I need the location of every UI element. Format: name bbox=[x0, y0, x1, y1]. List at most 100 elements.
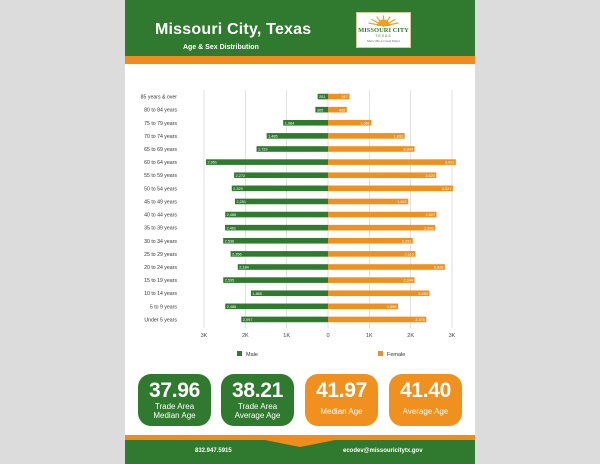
x-tick-label: 0 bbox=[326, 333, 329, 339]
male-bar bbox=[237, 264, 328, 270]
footer-phone[interactable]: 832.947.5915 bbox=[195, 448, 232, 454]
male-data-label: 2,491 bbox=[227, 226, 237, 230]
page-title: Missouri City, Texas bbox=[155, 21, 312, 38]
female-data-label: 2,378 bbox=[415, 318, 425, 322]
stat-label-line2: Median Age bbox=[153, 411, 196, 420]
x-tick-label: 2K bbox=[242, 333, 249, 339]
male-data-label: 2,486 bbox=[227, 213, 237, 217]
legend-female-label: Female bbox=[387, 352, 405, 358]
male-bar bbox=[206, 159, 328, 165]
category-label: 30 to 34 years bbox=[144, 239, 177, 245]
stat-median-age: 41.97 Median Age bbox=[305, 374, 378, 426]
female-bar bbox=[328, 303, 399, 310]
female-data-label: 2,627 bbox=[426, 213, 436, 217]
sunburst-icon bbox=[368, 15, 399, 27]
female-bar bbox=[328, 290, 430, 297]
male-data-label: 2,535 bbox=[225, 279, 235, 283]
female-data-label: 2,453 bbox=[418, 292, 428, 296]
female-bar bbox=[328, 277, 415, 283]
male-bar bbox=[225, 224, 328, 231]
male-bar bbox=[234, 172, 328, 179]
report-page: Missouri City, Texas Age & Sex Distribut… bbox=[125, 0, 475, 464]
stat-value: 38.21 bbox=[231, 379, 284, 402]
stat-value: 37.96 bbox=[148, 379, 201, 402]
category-label: 40 to 44 years bbox=[144, 213, 177, 219]
stat-trade-area-median-age: 37.96 Trade Area Median Age bbox=[138, 374, 211, 426]
female-data-label: 517 bbox=[342, 95, 348, 99]
female-bar bbox=[328, 185, 453, 192]
male-bar bbox=[225, 211, 328, 218]
male-data-label: 2,184 bbox=[239, 266, 249, 270]
category-label: 25 to 29 years bbox=[144, 252, 177, 258]
male-data-label: 305 bbox=[317, 108, 323, 112]
female-bar bbox=[328, 316, 427, 323]
population-pyramid-chart: 3K 2K 1K 0 1K 2K 3K 85 years & over 251 517 80 to … bbox=[141, 90, 456, 358]
female-data-label: 1,051 bbox=[360, 121, 370, 125]
female-bar bbox=[328, 264, 445, 270]
legend-male-label: Male bbox=[246, 352, 258, 358]
female-data-label: 2,115 bbox=[405, 252, 414, 256]
page-subtitle: Age & Sex Distribution bbox=[183, 44, 259, 51]
footer-accent-stripe bbox=[125, 435, 475, 440]
male-bar bbox=[223, 277, 328, 283]
female-data-label: 3,093 bbox=[445, 161, 455, 165]
city-logo: MISSOURI CITY TEXAS Show Me a Great Plac… bbox=[356, 12, 411, 48]
female-data-label: 1,695 bbox=[387, 305, 397, 309]
male-data-label: 2,536 bbox=[225, 239, 235, 243]
header-accent-stripe bbox=[125, 56, 475, 64]
category-label: Under 5 years bbox=[144, 317, 177, 323]
category-label: 75 to 79 years bbox=[144, 121, 177, 127]
male-bar bbox=[230, 251, 328, 257]
category-label: 55 to 59 years bbox=[144, 173, 177, 179]
male-data-label: 2,329 bbox=[233, 187, 243, 191]
female-bar bbox=[328, 119, 372, 126]
stat-label: Median Age bbox=[320, 407, 363, 416]
category-label: 85 years & over bbox=[141, 95, 178, 101]
stat-value: 41.97 bbox=[315, 379, 368, 402]
stat-label: Average Age bbox=[402, 407, 449, 416]
male-data-label: 1,084 bbox=[285, 121, 295, 125]
category-label: 60 to 64 years bbox=[144, 160, 177, 166]
category-label: 20 to 24 years bbox=[144, 265, 177, 271]
category-label: 10 to 14 years bbox=[144, 291, 177, 297]
stat-label-line1: Trade Area bbox=[237, 402, 278, 411]
stat-value: 41.40 bbox=[399, 379, 452, 402]
female-data-label: 3,021 bbox=[442, 187, 452, 191]
footer-chevron bbox=[265, 440, 335, 447]
legend-male-swatch bbox=[237, 351, 242, 356]
category-label: 65 to 69 years bbox=[144, 147, 177, 153]
male-data-label: 1,865 bbox=[252, 292, 262, 296]
male-data-label: 1,485 bbox=[268, 134, 278, 138]
category-label: 35 to 39 years bbox=[144, 226, 177, 232]
female-data-label: 2,620 bbox=[425, 174, 435, 178]
male-data-label: 2,097 bbox=[243, 318, 253, 322]
x-tick-label: 3K bbox=[449, 333, 456, 339]
male-bar bbox=[231, 185, 328, 192]
logo-tagline: Show Me a Great Place bbox=[366, 39, 401, 43]
female-data-label: 2,094 bbox=[404, 279, 414, 283]
male-bar bbox=[315, 106, 328, 113]
female-bar bbox=[328, 198, 409, 205]
female-data-label: 1,855 bbox=[394, 134, 404, 138]
female-bar bbox=[328, 93, 350, 100]
footer-banner: 832.947.5915 ecodev@missouricitytx.gov bbox=[125, 440, 475, 464]
male-bar bbox=[283, 119, 328, 126]
male-bar bbox=[317, 93, 328, 100]
legend-female-swatch bbox=[378, 351, 383, 356]
male-data-label: 1,729 bbox=[258, 148, 268, 152]
male-data-label: 2,486 bbox=[227, 305, 237, 309]
female-data-label: 1,942 bbox=[397, 200, 407, 204]
stat-average-age: 41.40 Average Age bbox=[389, 374, 462, 426]
male-data-label: 2,951 bbox=[208, 161, 218, 165]
female-bar bbox=[328, 251, 416, 257]
logo-subtext: TEXAS bbox=[375, 34, 392, 38]
x-tick-label: 1K bbox=[283, 333, 290, 339]
male-bar bbox=[223, 237, 328, 244]
stat-label-line2: Average Age bbox=[234, 411, 281, 420]
female-bar bbox=[328, 211, 437, 218]
male-data-label: 251 bbox=[319, 95, 325, 99]
male-bar bbox=[250, 290, 328, 297]
male-data-label: 2,356 bbox=[232, 252, 242, 256]
male-bar bbox=[266, 133, 328, 139]
footer-email[interactable]: ecodev@missouricitytx.gov bbox=[343, 448, 423, 454]
